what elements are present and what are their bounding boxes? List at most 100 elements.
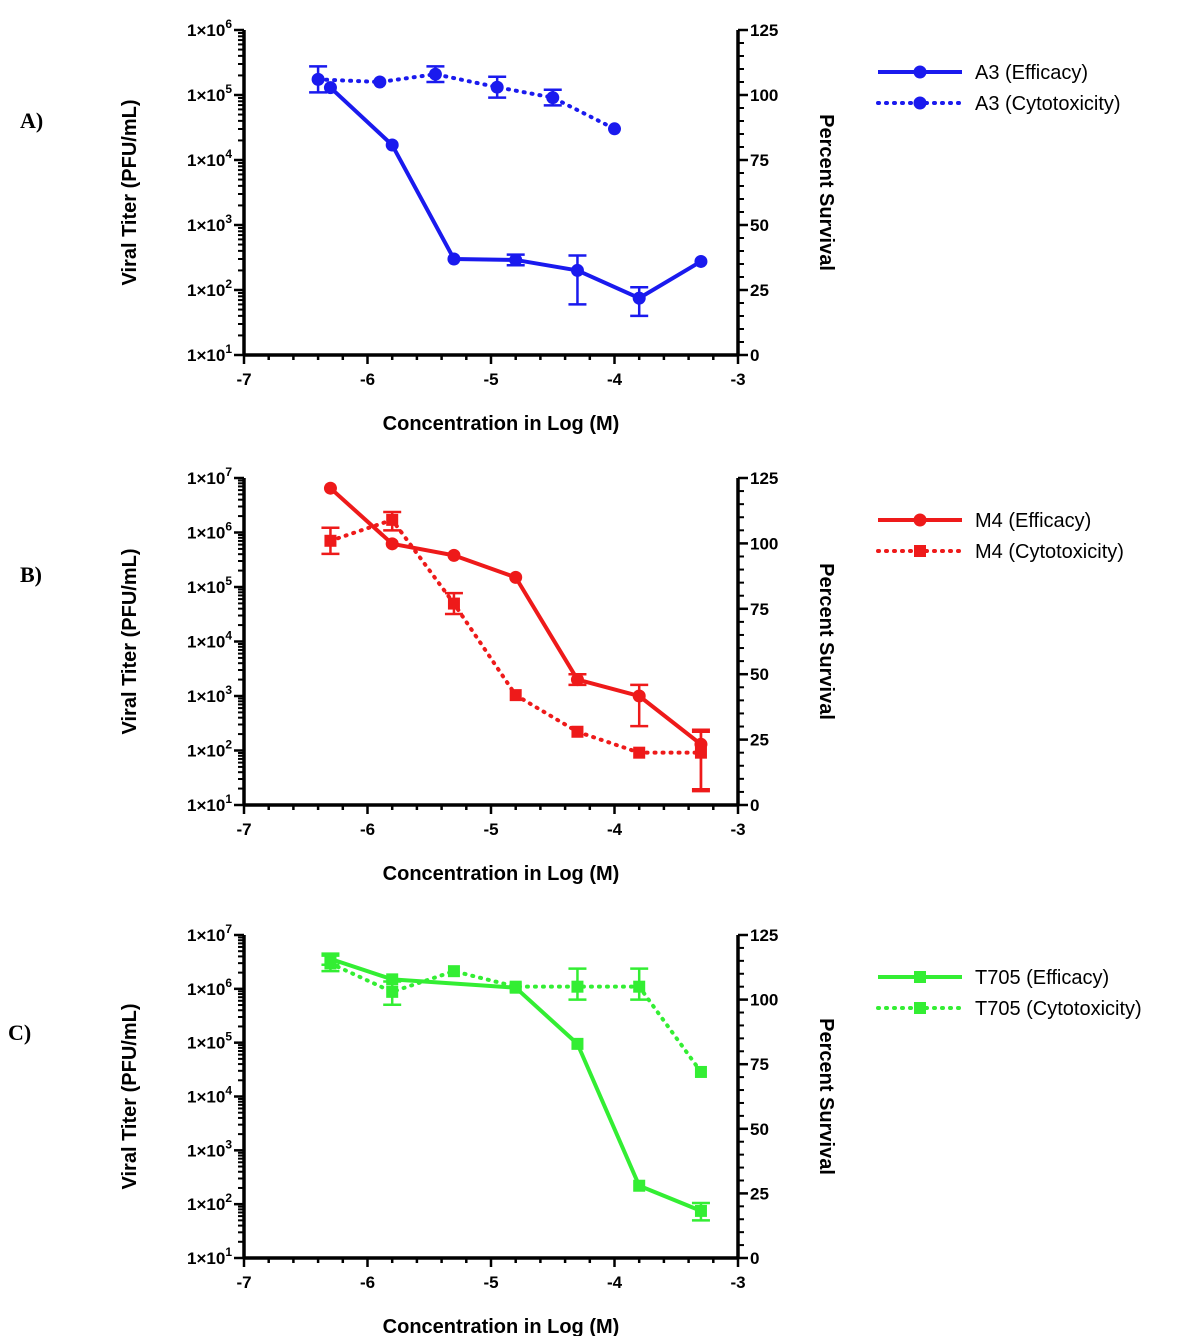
x-tick-label: -3 (730, 370, 745, 389)
y2-tick-label: 125 (750, 21, 778, 40)
series-line (329, 486, 703, 746)
y-tick-label: 1×107 (187, 922, 232, 945)
y2-axis-title: Percent Survival (815, 563, 837, 720)
data-point (324, 957, 337, 970)
y2-axis-title: Percent Survival (815, 114, 837, 271)
series-line (316, 72, 617, 131)
data-point (509, 253, 523, 267)
data-point (571, 1037, 584, 1050)
data-point (323, 481, 337, 495)
y-tick-label: 1×105 (187, 1030, 232, 1053)
y-tick-label: 1×102 (187, 277, 232, 300)
x-tick-label: -4 (607, 370, 623, 389)
y-tick-label: 1×103 (187, 683, 232, 706)
data-point (632, 689, 646, 703)
data-point (509, 980, 522, 993)
y-tick-label: 1×101 (187, 792, 232, 815)
data-point (386, 513, 399, 526)
legend-marker (913, 96, 927, 110)
x-tick-label: -5 (483, 370, 498, 389)
y2-tick-label: 100 (750, 991, 778, 1010)
data-point (694, 1204, 707, 1217)
y-tick-label: 1×106 (187, 976, 232, 999)
y2-tick-label: 75 (750, 1055, 769, 1074)
panel-a: -7 -6 -5 -4 -3 1×101 1×102 1×103 1×104 1×105 1×106… (20, 17, 1121, 435)
x-axis-title: Concentration in Log (M) (383, 1316, 620, 1336)
y-axis-title: Viral Titer (PFU/mL) (119, 100, 141, 286)
panel-c: -7 -6 -5 -4 -3 1×101 1×102 1×103 1×104 1×105 1×106… (8, 922, 1142, 1336)
y-axis-title: Viral Titer (PFU/mL) (119, 549, 141, 735)
y2-tick-label: 75 (750, 151, 769, 170)
series-line (329, 86, 702, 301)
data-point (546, 91, 560, 105)
legend-label: M4 (Efficacy) (975, 510, 1091, 532)
x-tick-label: -7 (236, 1273, 251, 1292)
y-tick-label: 1×104 (187, 1084, 232, 1107)
x-tick-label: -3 (730, 1273, 745, 1292)
y2-tick-label: 100 (750, 534, 778, 553)
x-axis-title: Concentration in Log (M) (383, 863, 620, 885)
panel-label: B) (20, 562, 42, 587)
y2-tick-label: 25 (750, 1184, 769, 1203)
y-tick-label: 1×104 (187, 147, 232, 170)
x-tick-label: -4 (607, 1273, 623, 1292)
y2-tick-label: 75 (750, 600, 769, 619)
data-point (633, 1179, 646, 1192)
y2-tick-label: 50 (750, 1120, 769, 1139)
y2-tick-label: 0 (750, 796, 759, 815)
data-point (373, 75, 387, 89)
data-point (694, 1065, 707, 1078)
data-point (571, 725, 584, 738)
data-point (509, 689, 522, 702)
y-tick-label: 1×103 (187, 212, 232, 235)
y2-axis-title: Percent Survival (815, 1018, 837, 1175)
data-point (608, 122, 621, 136)
legend-label: T705 (Efficacy) (975, 967, 1109, 989)
data-point (632, 291, 646, 305)
y2-tick-label: 100 (750, 86, 778, 105)
x-tick-label: -6 (360, 370, 375, 389)
legend-marker (914, 545, 926, 557)
y2-tick-label: 125 (750, 926, 778, 945)
legend-label: A3 (Efficacy) (975, 62, 1088, 84)
data-point (447, 965, 460, 978)
data-point (386, 985, 399, 998)
data-point (570, 263, 584, 277)
panel-label: C) (8, 1020, 31, 1045)
x-tick-label: -3 (730, 820, 745, 839)
data-point (509, 570, 523, 584)
x-tick-label: -4 (607, 820, 623, 839)
data-point (323, 81, 337, 95)
data-point (311, 72, 325, 86)
data-point (385, 537, 399, 551)
legend-marker (914, 1002, 926, 1014)
y-tick-label: 1×106 (187, 520, 232, 543)
data-point (428, 67, 442, 81)
y-tick-label: 1×105 (187, 574, 232, 597)
legend-marker (913, 65, 927, 79)
legend-marker (914, 971, 926, 983)
data-point (385, 138, 399, 152)
y-tick-label: 1×107 (187, 465, 232, 488)
y-tick-label: 1×102 (187, 738, 232, 761)
data-point (447, 252, 461, 266)
x-tick-label: -5 (483, 1273, 498, 1292)
panel-label: A) (20, 108, 43, 133)
x-tick-label: -7 (236, 820, 251, 839)
series-line (328, 517, 703, 755)
data-point (633, 980, 646, 993)
legend-label: M4 (Cytotoxicity) (975, 541, 1124, 563)
legend-label: A3 (Cytotoxicity) (975, 93, 1121, 115)
y-axis-title: Viral Titer (PFU/mL) (119, 1004, 141, 1190)
data-point (490, 80, 504, 94)
y-tick-label: 1×102 (187, 1191, 232, 1214)
x-axis-title: Concentration in Log (M) (383, 413, 620, 435)
data-point (633, 746, 646, 759)
legend-marker (913, 513, 927, 527)
y-tick-label: 1×104 (187, 629, 232, 652)
y-tick-label: 1×103 (187, 1137, 232, 1160)
data-point (571, 980, 584, 993)
data-point (447, 597, 460, 610)
panel-b: -7 -6 -5 -4 -3 1×101 1×102 1×103 1×104 1×105 1×106… (20, 465, 1124, 885)
data-point (694, 746, 707, 759)
